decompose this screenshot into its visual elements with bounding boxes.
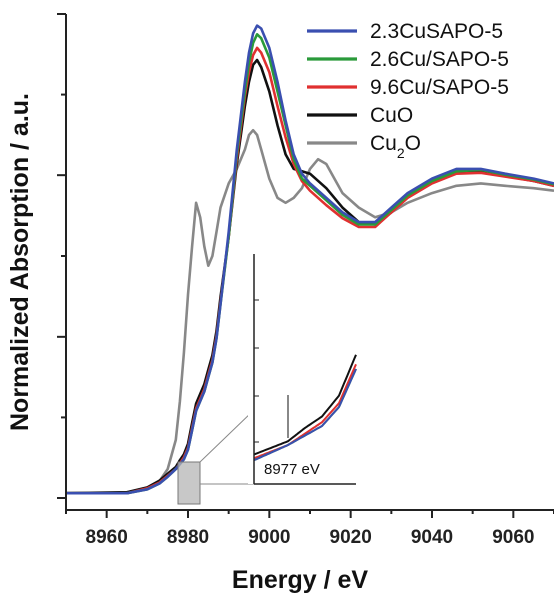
inset-line-2-3cusapo-5 (253, 368, 357, 462)
inset-ticks (254, 299, 259, 443)
x-tick-label-8980: 8980 (167, 527, 209, 548)
legend-label-cu2o: Cu2O (370, 132, 421, 161)
series-layer (65, 24, 554, 495)
x-ticks (65, 510, 554, 518)
x-tick-label-9060: 9060 (492, 527, 534, 548)
x-tick-labels: 8960 8980 9000 9020 9040 9060 (86, 527, 535, 548)
legend-label-2-3cusapo-5: 2.3CuSAPO-5 (370, 20, 503, 43)
inset-plot: 8977 eV (248, 254, 357, 485)
inset-annotation: 8977 eV (264, 461, 320, 478)
legend-label-9-6cu-sapo-5: 9.6Cu/SAPO-5 (370, 76, 509, 99)
zoom-region (177, 461, 201, 505)
x-tick-label-9000: 9000 (248, 527, 290, 548)
inset-background (248, 254, 356, 484)
y-ticks (57, 13, 66, 499)
x-tick-label-9040: 9040 (411, 527, 453, 548)
legend: 2.3CuSAPO-5 2.6Cu/SAPO-5 9.6Cu/SAPO-5 CuO Cu… (307, 20, 509, 161)
legend-label-2-6cu-sapo-5: 2.6Cu/SAPO-5 (370, 48, 509, 71)
x-tick-label-8960: 8960 (86, 527, 128, 548)
x-axis-title: Energy / eV (232, 566, 368, 594)
inset-line-cuo (253, 354, 357, 456)
zoom-connector-top (199, 409, 255, 463)
x-tick-label-9020: 9020 (330, 527, 372, 548)
axes (57, 13, 554, 518)
series-line-2-3cusapo-5 (66, 24, 554, 495)
legend-label-cuo: CuO (370, 104, 413, 127)
y-axis-title: Normalized Absorption / a.u. (6, 93, 34, 431)
inset-series (253, 354, 357, 462)
